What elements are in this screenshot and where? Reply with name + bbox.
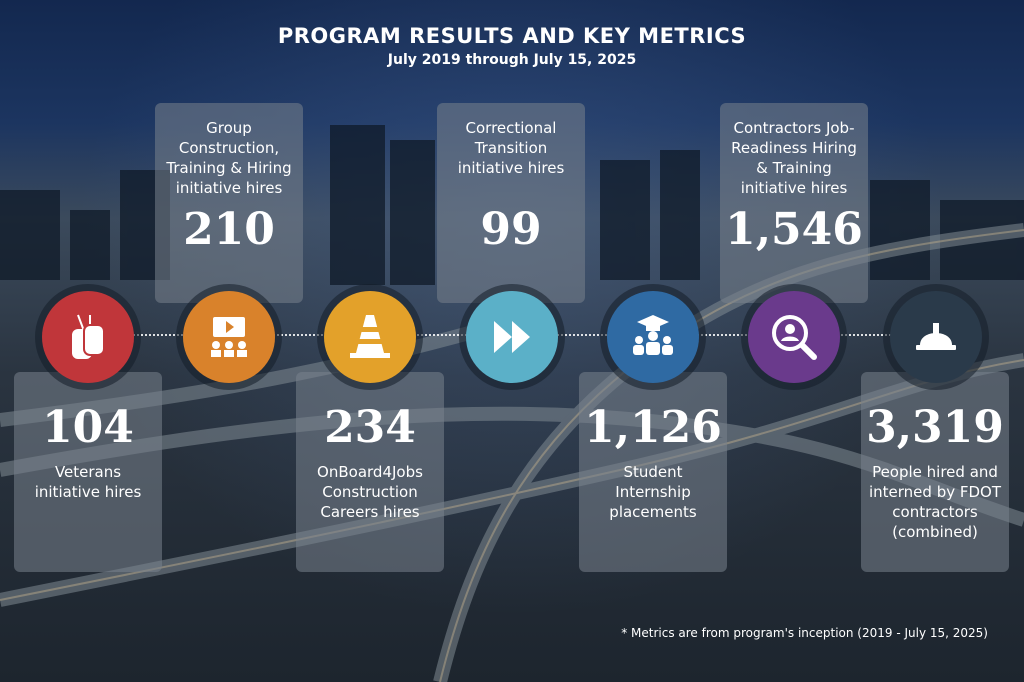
metric-label: Student Internship placements [609, 463, 697, 521]
person-search-icon [748, 291, 840, 383]
graduation-group-icon [607, 291, 699, 383]
metric-card-onboard4jobs: 234 OnBoard4Jobs Construction Careers hi… [296, 372, 444, 572]
video-training-icon [183, 291, 275, 383]
icon-circle-student-internship [600, 284, 706, 390]
metric-label: Correctional Transition initiative hires [457, 119, 565, 177]
metric-value: 3,319 [866, 402, 1004, 453]
metric-card-correctional-transition: Correctional Transition initiative hires… [437, 103, 585, 303]
metric-value: 99 [480, 204, 542, 255]
hard-hat-icon [890, 291, 982, 383]
metric-card-veterans: 104 Veterans initiative hires [14, 372, 162, 572]
metric-label: OnBoard4Jobs Construction Careers hires [317, 463, 423, 521]
icon-circle-onboard4jobs [317, 284, 423, 390]
icon-circle-correctional-transition [459, 284, 565, 390]
metric-value: 1,126 [584, 402, 722, 453]
metric-value: 104 [42, 402, 134, 453]
traffic-cone-icon [324, 291, 416, 383]
icon-circle-people-hired [883, 284, 989, 390]
metric-value: 210 [183, 204, 275, 255]
metric-value: 1,546 [725, 204, 863, 255]
header: PROGRAM RESULTS AND KEY METRICS July 201… [0, 24, 1024, 68]
metric-label: People hired and interned by FDOT contra… [868, 463, 1002, 541]
page-title: PROGRAM RESULTS AND KEY METRICS [277, 24, 747, 48]
metric-card-group-construction: Group Construction, Training & Hiring in… [155, 103, 303, 303]
fast-forward-icon [466, 291, 558, 383]
metric-label: Group Construction, Training & Hiring in… [166, 119, 292, 197]
icon-circle-veterans [35, 284, 141, 390]
metric-card-people-hired: 3,319 People hired and interned by FDOT … [861, 372, 1009, 572]
dog-tags-icon [42, 291, 134, 383]
metric-label: Veterans initiative hires [34, 463, 142, 501]
footnote: * Metrics are from program's inception (… [621, 626, 988, 640]
page-subtitle: July 2019 through July 15, 2025 [387, 52, 637, 68]
metric-value: 234 [324, 402, 416, 453]
icon-circle-contractors-job-readiness [741, 284, 847, 390]
metric-card-contractors-job-readiness: Contractors Job-Readiness Hiring & Train… [720, 103, 868, 303]
icon-circle-group-construction [176, 284, 282, 390]
metric-label: Contractors Job-Readiness Hiring & Train… [731, 119, 857, 197]
metric-card-student-internship: 1,126 Student Internship placements [579, 372, 727, 572]
